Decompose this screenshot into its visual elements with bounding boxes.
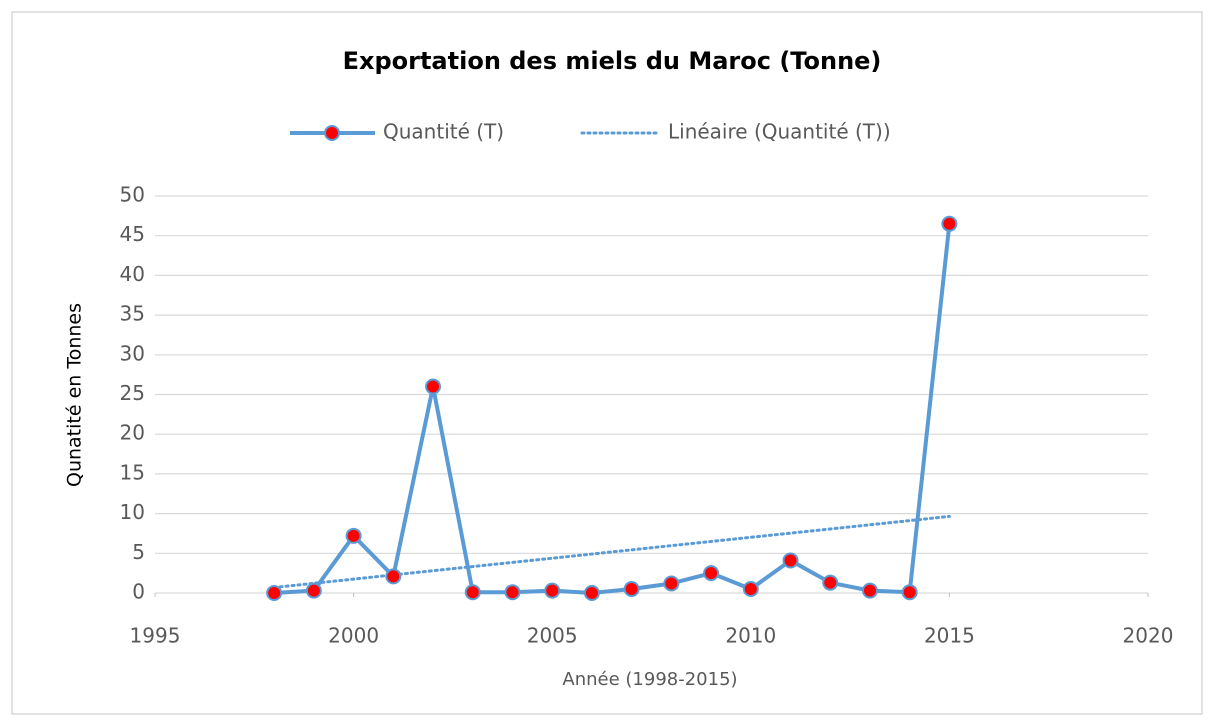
y-tick-label: 10 [120, 500, 145, 524]
data-point [425, 378, 442, 395]
data-point [385, 568, 402, 585]
y-tick-label: 0 [132, 580, 145, 604]
y-tick-label: 5 [132, 540, 145, 564]
data-point [941, 215, 958, 232]
y-tick-label: 50 [120, 183, 145, 207]
data-point [266, 585, 283, 601]
chart-border [11, 11, 1203, 715]
legend-marker [324, 125, 340, 141]
y-axis-label: Qunatité en Tonnes [64, 303, 86, 487]
y-tick-label: 35 [120, 302, 145, 326]
legend-label: Linéaire (Quantité (T)) [668, 120, 891, 144]
data-point [583, 585, 600, 601]
data-point [742, 581, 759, 598]
chart-title: Exportation des miels du Maroc (Tonne) [343, 47, 882, 75]
y-tick-label: 20 [120, 421, 145, 445]
data-point [544, 582, 561, 599]
data-point [504, 584, 521, 601]
x-tick-label: 2015 [924, 624, 975, 648]
x-tick-label: 1995 [130, 624, 181, 648]
data-point [305, 582, 322, 599]
data-point [822, 574, 839, 591]
x-tick-label: 2010 [725, 624, 776, 648]
data-point [901, 584, 918, 601]
data-point [464, 584, 481, 601]
x-axis-label: Année (1998-2015) [562, 669, 737, 690]
data-point [345, 527, 362, 544]
data-point [861, 582, 878, 599]
legend-label: Quantité (T) [383, 120, 504, 144]
y-tick-label: 15 [120, 460, 145, 484]
data-point [782, 552, 799, 569]
y-tick-label: 30 [120, 341, 145, 365]
x-tick-label: 2005 [527, 624, 578, 648]
x-tick-label: 2020 [1123, 624, 1174, 648]
data-point [703, 565, 720, 582]
x-tick-label: 2000 [328, 624, 379, 648]
data-point [623, 581, 640, 598]
y-tick-label: 40 [120, 262, 145, 286]
y-tick-label: 45 [120, 222, 145, 246]
data-point [663, 575, 680, 592]
y-tick-label: 25 [120, 381, 145, 405]
